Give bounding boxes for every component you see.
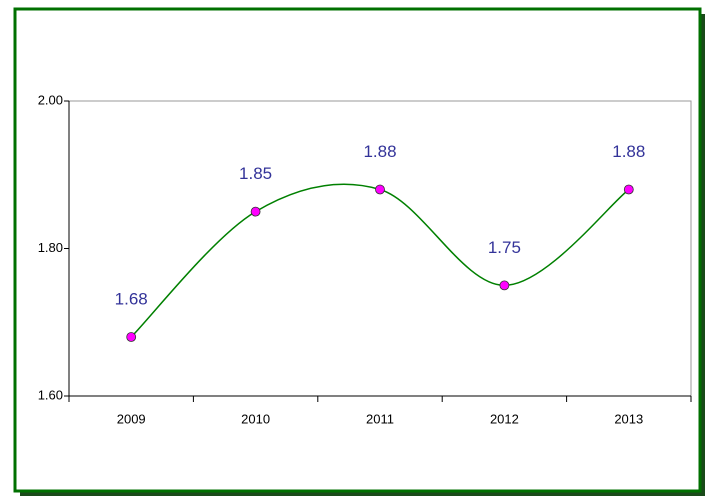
x-tick-label: 2009: [117, 411, 146, 426]
x-tick-label: 2011: [366, 411, 394, 426]
y-tick-label: 1.80: [38, 240, 63, 255]
data-label: 1.88: [363, 142, 396, 161]
x-tick-label: 2010: [241, 411, 270, 426]
x-tick-label: 2012: [490, 411, 519, 426]
marker: [375, 184, 385, 195]
marker: [623, 184, 634, 195]
y-tick-label: 1.60: [38, 387, 63, 402]
data-label: 1.75: [488, 238, 521, 257]
plot-area: [68, 100, 692, 397]
data-label: 1.68: [115, 289, 148, 308]
data-label: 1.88: [612, 142, 645, 161]
marker: [250, 206, 261, 217]
marker: [126, 332, 137, 342]
x-tick-label: 2013: [614, 411, 643, 426]
data-label: 1.85: [239, 164, 272, 183]
marker: [499, 280, 510, 291]
y-tick-label: 2.00: [38, 92, 63, 107]
